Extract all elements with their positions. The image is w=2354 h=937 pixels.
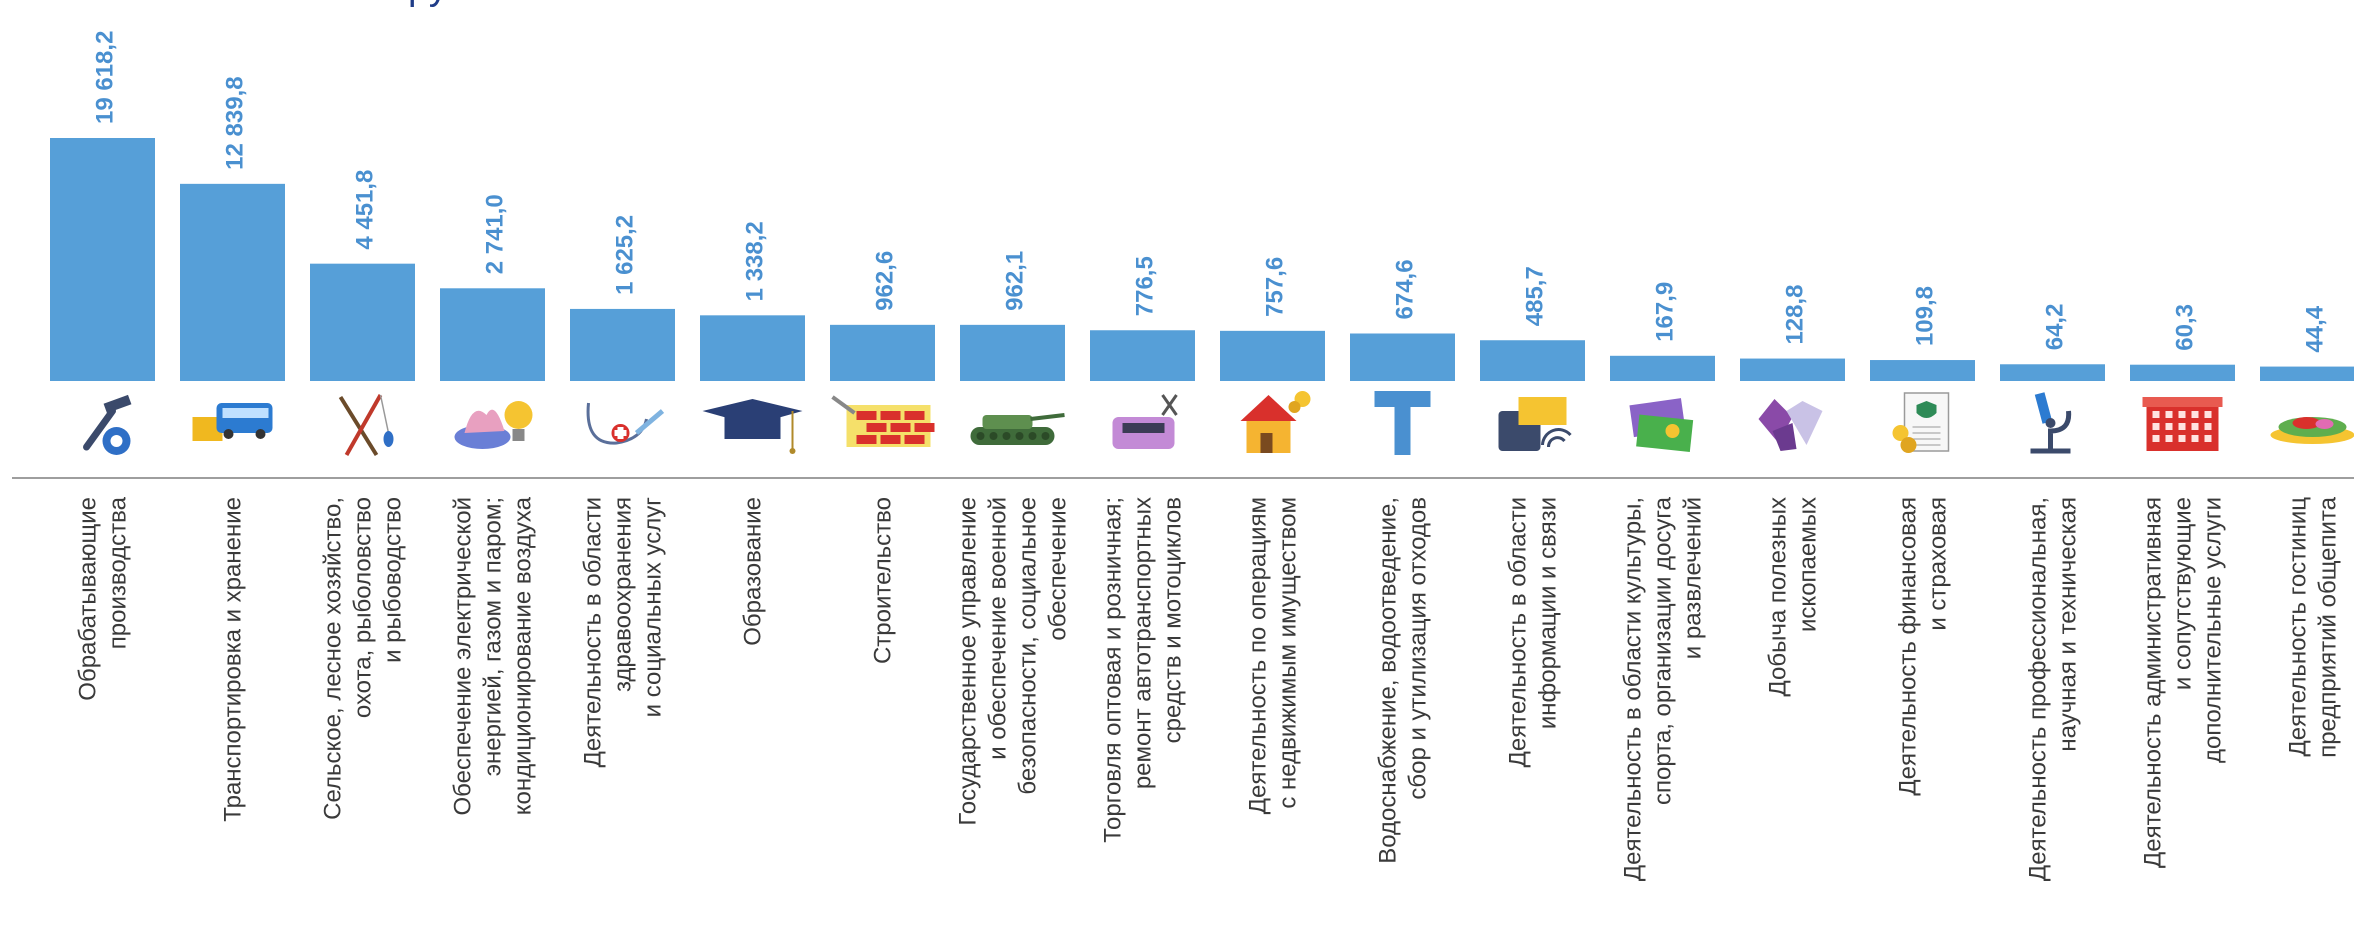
car-repair-icon: [1112, 394, 1178, 449]
value-label: 776,5: [1132, 256, 1159, 316]
value-label: 128,8: [1782, 284, 1809, 344]
category-label: Добыча полезных ископаемых: [1765, 497, 1822, 697]
gas-flame-bulb-icon: [454, 401, 533, 449]
category-label: Образование: [740, 497, 767, 646]
bus-box-icon: [192, 403, 273, 441]
food-platter-icon: [2270, 417, 2354, 444]
value-label: 962,6: [872, 251, 899, 311]
value-label: 485,7: [1522, 266, 1549, 326]
value-label: 4 451,8: [352, 170, 379, 250]
tools-gear-icon: [83, 394, 132, 455]
value-label: 109,8: [1912, 286, 1939, 346]
value-label: 674,6: [1392, 259, 1419, 319]
value-label: 1 338,2: [742, 221, 769, 301]
bar: [1480, 340, 1585, 381]
bar: [1350, 333, 1455, 381]
bar: [1220, 330, 1325, 381]
value-label: 757,6: [1262, 257, 1289, 317]
category-label: Государственное управление и обеспечение …: [955, 497, 1072, 826]
chart-title-fragment: руб.: [408, 0, 480, 9]
tickets-icon: [1629, 398, 1694, 453]
bar: [570, 308, 675, 381]
category-label: Деятельность профессиональная, научная и …: [2025, 497, 2082, 881]
category-label: Деятельность административная и сопутству…: [2140, 497, 2227, 868]
bar: [2000, 364, 2105, 381]
value-label: 962,1: [1002, 251, 1029, 311]
category-label: Деятельность в области информации и связи: [1505, 497, 1562, 767]
value-label: 19 618,2: [92, 31, 119, 124]
house-coins-icon: [1240, 391, 1311, 453]
stethoscope-syringe-icon: [586, 402, 665, 445]
category-label: Деятельность в области культуры, спорта, …: [1620, 496, 1707, 881]
value-label: 2 741,0: [482, 194, 509, 274]
value-label: 167,9: [1652, 282, 1679, 342]
category-label: Деятельность в области здравоохранения и с…: [580, 497, 667, 768]
water-pipe-icon: [1374, 391, 1431, 455]
bar: [700, 315, 805, 381]
brick-wall-icon: [831, 395, 935, 447]
microscope-icon: [2030, 392, 2072, 454]
bar: [1610, 355, 1715, 381]
phone-wifi-icon: [1498, 397, 1572, 451]
category-label: Обрабатывающие производства: [75, 496, 132, 700]
value-label: 44,4: [2302, 305, 2329, 352]
category-label: Деятельность гостиниц предприятий общепит…: [2285, 496, 2342, 757]
category-label: Обеспечение электрической энергией, газом…: [450, 496, 537, 815]
value-label: 64,2: [2042, 304, 2069, 351]
category-label: Транспортировка и хранение: [220, 497, 247, 822]
bar: [50, 138, 155, 381]
category-label: Строительство: [870, 497, 897, 664]
bar: [180, 183, 285, 381]
office-building-icon: [2142, 397, 2223, 451]
category-label: Деятельность финансовая и страховая: [1895, 497, 1952, 796]
bar: [1870, 360, 1975, 381]
bar: [1090, 330, 1195, 381]
bar: [1740, 358, 1845, 381]
category-label: Водоснабжение, водоотведение, сбор и утил…: [1375, 497, 1432, 864]
bar: [830, 324, 935, 381]
category-label: Сельское, лесное хозяйство, охота, рыболо…: [320, 497, 407, 820]
value-label: 60,3: [2172, 304, 2199, 351]
fishing-rod-icon: [338, 394, 394, 457]
bar: [440, 288, 545, 381]
category-label: Торговля оптовая и розничная; ремонт авто…: [1100, 497, 1187, 843]
bar: [2260, 366, 2354, 381]
value-label: 12 839,8: [222, 76, 249, 169]
finance-document-icon: [1892, 392, 1950, 453]
bar: [960, 324, 1065, 381]
tank-icon: [970, 413, 1065, 445]
graduation-cap-icon: [702, 399, 803, 454]
bar: [310, 263, 415, 381]
category-label: Деятельность по операциям с недвижимым им…: [1245, 497, 1302, 814]
value-label: 1 625,2: [612, 215, 639, 295]
bar: [2130, 364, 2235, 381]
gems-icon: [1758, 399, 1823, 451]
